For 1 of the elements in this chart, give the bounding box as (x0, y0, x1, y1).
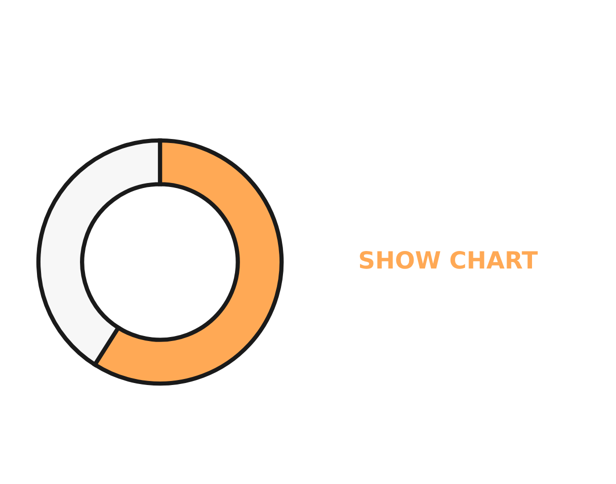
text: SHOW CHART (360, 250, 538, 269)
